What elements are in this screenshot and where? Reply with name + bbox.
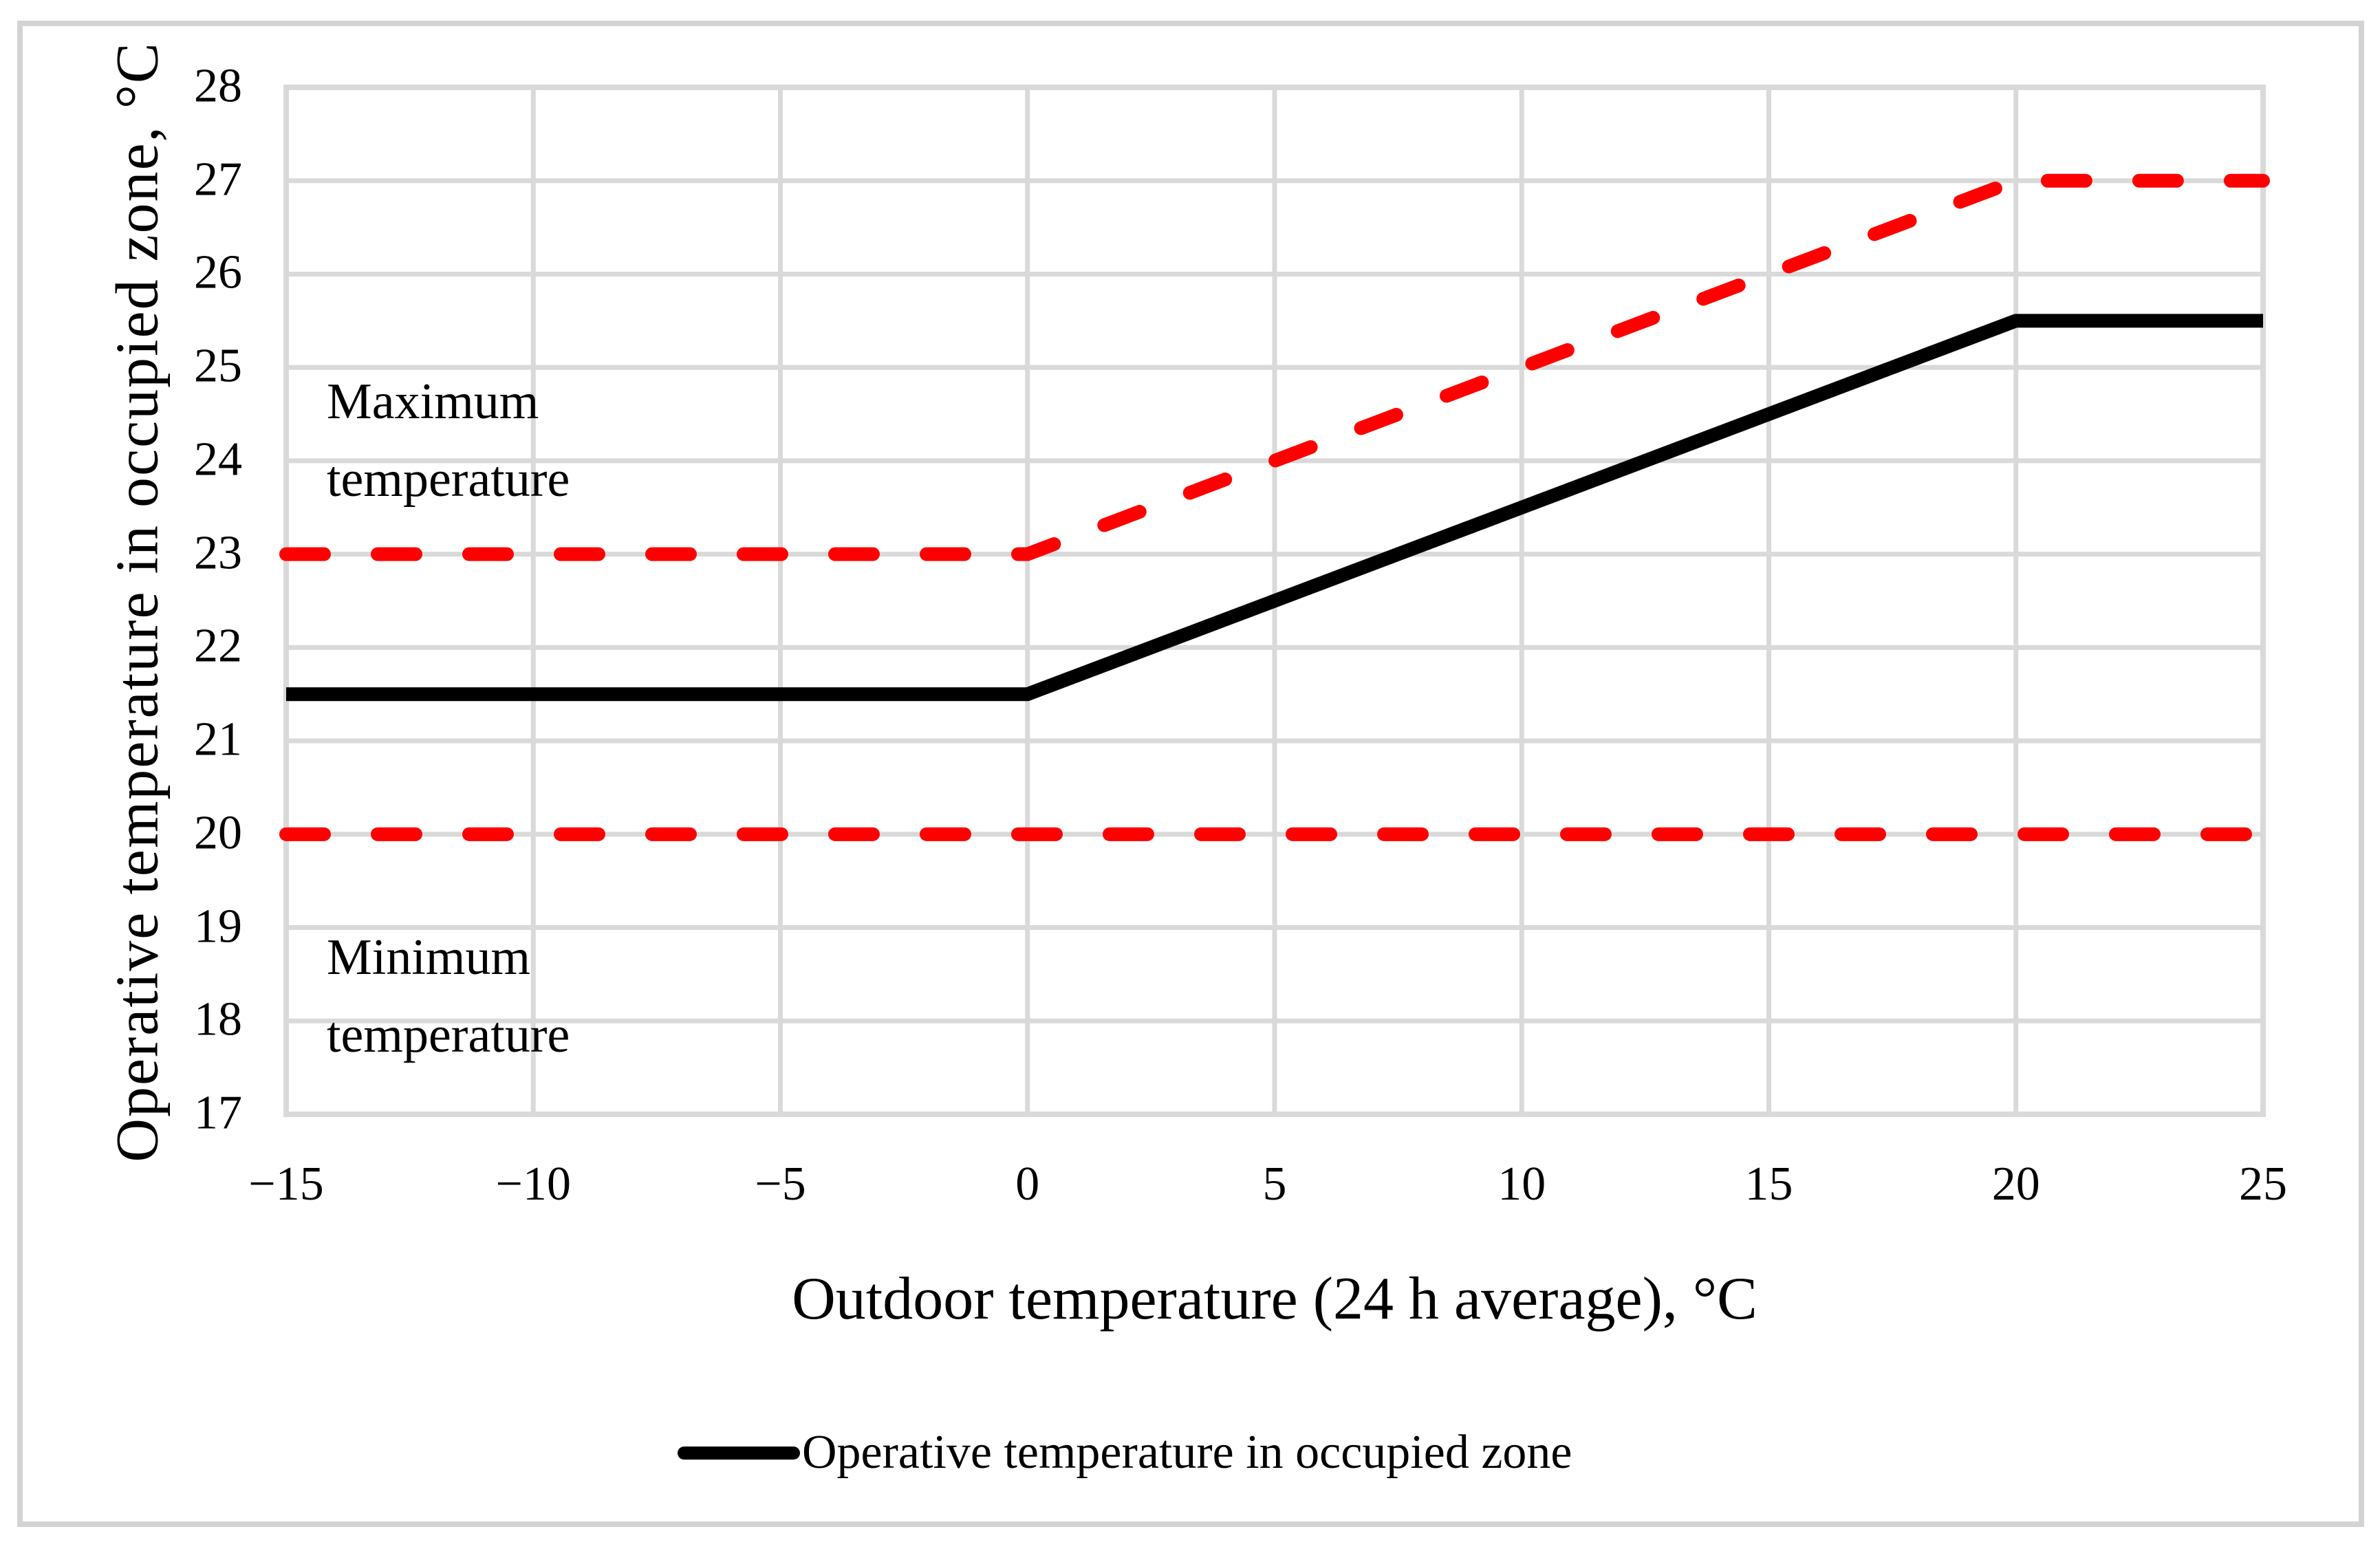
figure-border <box>17 21 2364 1527</box>
y-tick-label: 22 <box>194 619 242 673</box>
y-tick-label: 21 <box>194 713 242 766</box>
x-tick-label: 25 <box>2239 1158 2287 1211</box>
legend: Operative temperature in occupied zone <box>678 1421 1572 1484</box>
x-tick-label: 10 <box>1497 1158 1546 1211</box>
x-tick-label: 20 <box>1991 1158 2040 1211</box>
legend-label: Operative temperature in occupied zone <box>802 1426 1572 1479</box>
y-tick-label: 27 <box>194 153 242 206</box>
max-temperature-label-line2: temperature <box>327 451 570 508</box>
x-tick-label: 5 <box>1262 1158 1287 1211</box>
y-tick-label: 19 <box>194 899 242 953</box>
y-tick-label: 23 <box>194 526 242 580</box>
y-tick-label: 20 <box>194 806 242 860</box>
x-tick-label: 0 <box>1015 1158 1040 1211</box>
x-tick-label: −10 <box>495 1158 571 1211</box>
x-tick-label: 15 <box>1744 1158 1793 1211</box>
y-tick-label: 17 <box>194 1086 242 1140</box>
min-temperature-label-line1: Minimum <box>327 929 531 986</box>
min-temperature-label: Minimum temperature <box>327 919 570 1074</box>
x-tick-label: −15 <box>248 1158 324 1211</box>
y-tick-label: 28 <box>194 59 242 113</box>
y-tick-label: 25 <box>194 339 242 393</box>
plot-border <box>283 85 2266 1117</box>
y-tick-label: 18 <box>194 993 242 1046</box>
series-line-1 <box>286 314 2263 702</box>
min-temperature-label-line2: temperature <box>327 1007 570 1063</box>
y-tick-label: 26 <box>194 246 242 299</box>
max-temperature-label-line1: Maximum <box>327 373 539 430</box>
x-axis-title: Outdoor temperature (24 h average), °C <box>792 1266 1757 1332</box>
x-tick-label: −5 <box>755 1158 806 1211</box>
legend-line-swatch <box>678 1446 800 1460</box>
series-line-0 <box>279 173 2270 561</box>
max-temperature-label: Maximum temperature <box>327 363 570 519</box>
y-tick-label: 24 <box>194 433 242 486</box>
